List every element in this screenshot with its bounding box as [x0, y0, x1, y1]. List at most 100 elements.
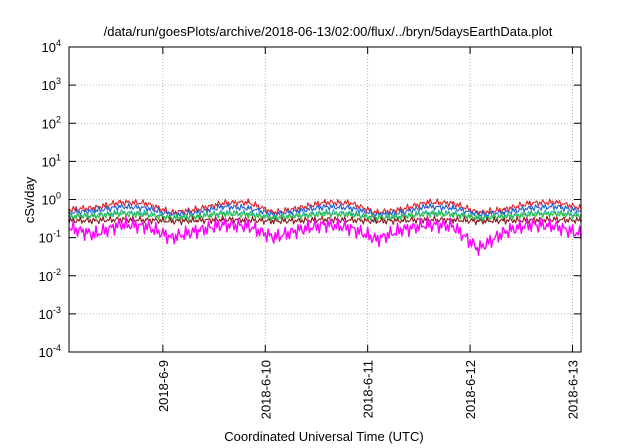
data-point [503, 215, 506, 218]
data-point [119, 205, 122, 208]
data-point [503, 211, 506, 214]
data-point [324, 201, 326, 204]
data-point [452, 225, 454, 228]
y-tick-labels: 10-4 10-3 10-2 10-1 100 101 102 103 104 [39, 38, 61, 360]
data-point [272, 217, 275, 219]
data-point [528, 202, 531, 205]
data-point [144, 207, 147, 209]
y-tick-label: 103 [42, 76, 61, 93]
series-group [68, 198, 582, 256]
data-point [170, 213, 173, 216]
data-point [221, 205, 224, 208]
data-point [503, 208, 506, 211]
data-point [119, 223, 122, 226]
data-point [324, 223, 326, 226]
data-point [452, 219, 454, 221]
data-point [298, 215, 301, 217]
data-point [375, 220, 378, 223]
plot-frame [68, 46, 582, 353]
data-point [554, 225, 557, 228]
data-point [554, 213, 557, 215]
data-point [93, 207, 96, 209]
data-point [170, 217, 173, 219]
data-point [247, 225, 250, 228]
data-point [119, 213, 122, 215]
data-point [144, 225, 147, 228]
data-point [324, 213, 326, 215]
data-point [503, 231, 506, 234]
data-point [298, 210, 301, 212]
data-point [452, 213, 454, 216]
data-point [298, 207, 301, 209]
y-axis-label: cSv/day [22, 176, 37, 223]
data-point [477, 248, 480, 251]
data-point [196, 211, 198, 214]
x-tick-labels: 2018-6-9 2018-6-10 2018-6-11 2018-6-12 2018-… [156, 360, 581, 419]
data-point [221, 202, 224, 205]
data-point [247, 207, 250, 209]
x-tick-label: 2018-6-9 [156, 360, 171, 412]
y-tick-label: 101 [42, 152, 61, 169]
data-point [477, 211, 480, 214]
data-point [375, 217, 378, 219]
data-point [375, 238, 378, 241]
data-point [528, 213, 531, 216]
x-tick-label: 2018-6-10 [258, 360, 273, 419]
data-point [272, 236, 275, 239]
data-point [400, 228, 403, 231]
y-tick-label: 102 [42, 114, 61, 131]
data-point [349, 213, 352, 216]
data-point [349, 202, 352, 205]
data-point [324, 218, 326, 221]
y-tick-label: 10-3 [39, 305, 61, 322]
data-point [477, 220, 480, 223]
data-point [119, 201, 122, 204]
data-point [528, 207, 531, 209]
data-point [221, 223, 224, 226]
data-point [196, 215, 198, 218]
data-point [554, 218, 557, 221]
data-point [247, 201, 250, 204]
data-point [452, 202, 454, 205]
data-point [503, 219, 506, 222]
data-point [375, 213, 378, 216]
y-tick-label: 10-4 [39, 343, 61, 360]
data-point [144, 202, 147, 205]
data-point [93, 210, 96, 212]
data-point [272, 220, 275, 223]
series-line [68, 202, 582, 219]
data-point [477, 217, 480, 219]
x-tick-label: 2018-6-12 [463, 360, 478, 419]
data-point [528, 223, 531, 226]
data-point [93, 219, 96, 222]
data-point [426, 205, 429, 208]
data-point [93, 215, 96, 217]
data-point [554, 201, 557, 204]
data-point [426, 201, 429, 204]
data-point [196, 230, 198, 232]
y-tick-label: 100 [42, 191, 61, 208]
data-point [528, 219, 531, 221]
data-point [170, 236, 173, 239]
data-point [349, 207, 352, 209]
data-point [170, 211, 173, 214]
data-point [221, 218, 224, 221]
data-point [93, 233, 96, 236]
data-point [144, 219, 147, 221]
data-point [247, 213, 250, 216]
data-point [324, 205, 326, 208]
x-tick-label: 2018-6-13 [565, 360, 580, 419]
data-point [196, 219, 198, 222]
data-point [144, 213, 147, 216]
data-point [426, 213, 429, 215]
data-point [349, 219, 352, 221]
chart-title: /data/run/goesPlots/archive/2018-06-13/0… [104, 24, 553, 39]
data-point [426, 223, 429, 226]
data-point [452, 207, 454, 209]
axes [68, 46, 582, 353]
y-tick-label: 104 [42, 38, 61, 55]
data-point [298, 228, 301, 231]
y-tick-label: 10-2 [39, 267, 61, 284]
